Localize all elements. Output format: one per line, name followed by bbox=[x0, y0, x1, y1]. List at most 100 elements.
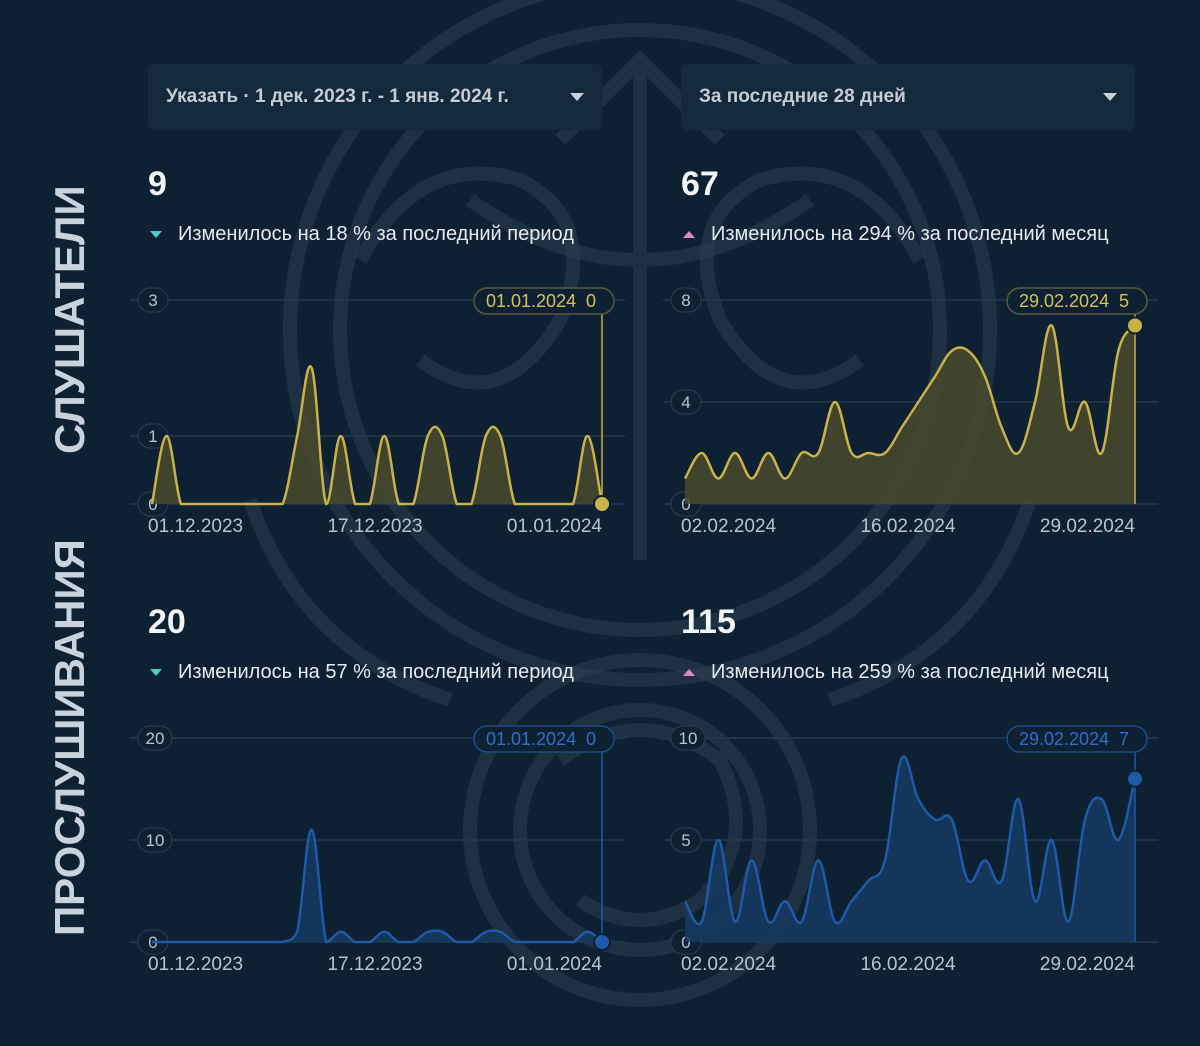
data-point[interactable] bbox=[338, 433, 344, 439]
data-point[interactable] bbox=[1065, 919, 1071, 925]
data-point[interactable] bbox=[396, 939, 402, 945]
data-point[interactable] bbox=[584, 433, 590, 439]
data-point[interactable] bbox=[732, 450, 738, 456]
data-point[interactable] bbox=[1015, 796, 1021, 802]
data-point[interactable] bbox=[815, 857, 821, 863]
date-range-select[interactable]: Указать · 1 дек. 2023 г. - 1 янв. 2024 г… bbox=[148, 64, 602, 130]
data-point[interactable] bbox=[699, 919, 705, 925]
data-point[interactable] bbox=[555, 939, 561, 945]
data-point[interactable] bbox=[236, 501, 242, 507]
data-point[interactable] bbox=[765, 919, 771, 925]
data-point[interactable] bbox=[497, 929, 503, 935]
data-point[interactable] bbox=[799, 450, 805, 456]
data-point[interactable] bbox=[865, 450, 871, 456]
data-point[interactable] bbox=[832, 919, 838, 925]
data-point[interactable] bbox=[965, 348, 971, 354]
data-point[interactable] bbox=[280, 939, 286, 945]
data-point[interactable] bbox=[982, 374, 988, 380]
data-point[interactable] bbox=[1065, 425, 1071, 431]
data-point[interactable] bbox=[1049, 323, 1055, 329]
data-point[interactable] bbox=[439, 433, 445, 439]
data-point[interactable] bbox=[682, 476, 688, 482]
data-point[interactable] bbox=[207, 939, 213, 945]
data-point[interactable] bbox=[541, 501, 547, 507]
data-point[interactable] bbox=[570, 939, 576, 945]
data-point[interactable] bbox=[149, 939, 155, 945]
data-point[interactable] bbox=[682, 898, 688, 904]
data-point[interactable] bbox=[222, 501, 228, 507]
chart-listeners-feb[interactable]: 0 4 8 29.02.2024 5 02.02.2024 16.02.2024 29.02.… bbox=[663, 280, 1163, 550]
data-point[interactable] bbox=[982, 857, 988, 863]
data-point[interactable] bbox=[865, 878, 871, 884]
data-point[interactable] bbox=[541, 939, 547, 945]
data-point[interactable] bbox=[815, 450, 821, 456]
chart-streams-dec[interactable]: 0 10 20 01.01.2024 0 01.12.2023 17.12.2023 01.0… bbox=[130, 718, 630, 988]
period-select[interactable]: За последние 28 дней bbox=[681, 64, 1135, 130]
data-point[interactable] bbox=[1049, 837, 1055, 843]
data-point[interactable] bbox=[799, 919, 805, 925]
data-point[interactable] bbox=[849, 898, 855, 904]
data-point[interactable] bbox=[425, 433, 431, 439]
data-point[interactable] bbox=[367, 501, 373, 507]
data-point[interactable] bbox=[381, 929, 387, 935]
data-point[interactable] bbox=[309, 365, 315, 371]
data-point[interactable] bbox=[236, 939, 242, 945]
data-point[interactable] bbox=[999, 425, 1005, 431]
data-point[interactable] bbox=[899, 425, 905, 431]
data-point[interactable] bbox=[715, 837, 721, 843]
data-point[interactable] bbox=[1082, 399, 1088, 405]
data-point[interactable] bbox=[749, 476, 755, 482]
data-point[interactable] bbox=[715, 476, 721, 482]
data-point[interactable] bbox=[352, 501, 358, 507]
data-point[interactable] bbox=[1082, 817, 1088, 823]
chart-streams-feb[interactable]: 0 5 10 29.02.2024 7 02.02.2024 16.02.2024 29.02… bbox=[663, 718, 1163, 988]
data-point[interactable] bbox=[584, 929, 590, 935]
data-point[interactable] bbox=[410, 501, 416, 507]
data-point[interactable] bbox=[1099, 796, 1105, 802]
data-point[interactable] bbox=[932, 817, 938, 823]
data-point[interactable] bbox=[265, 501, 271, 507]
data-point[interactable] bbox=[882, 450, 888, 456]
data-point[interactable] bbox=[526, 939, 532, 945]
data-point[interactable] bbox=[222, 939, 228, 945]
data-point[interactable] bbox=[1099, 450, 1105, 456]
data-point[interactable] bbox=[1015, 450, 1021, 456]
data-point[interactable] bbox=[1115, 837, 1121, 843]
data-point[interactable] bbox=[309, 827, 315, 833]
data-point[interactable] bbox=[732, 919, 738, 925]
data-point[interactable] bbox=[570, 501, 576, 507]
data-point[interactable] bbox=[439, 929, 445, 935]
data-point[interactable] bbox=[749, 857, 755, 863]
data-point[interactable] bbox=[512, 501, 518, 507]
data-point[interactable] bbox=[497, 433, 503, 439]
data-point[interactable] bbox=[468, 939, 474, 945]
data-point[interactable] bbox=[454, 501, 460, 507]
data-point[interactable] bbox=[965, 878, 971, 884]
data-point[interactable] bbox=[949, 348, 955, 354]
data-point[interactable] bbox=[251, 939, 257, 945]
data-point[interactable] bbox=[832, 399, 838, 405]
data-point[interactable] bbox=[849, 450, 855, 456]
data-point[interactable] bbox=[323, 939, 329, 945]
data-point[interactable] bbox=[932, 374, 938, 380]
data-point[interactable] bbox=[526, 501, 532, 507]
data-point[interactable] bbox=[193, 501, 199, 507]
data-point[interactable] bbox=[280, 501, 286, 507]
data-point[interactable] bbox=[178, 939, 184, 945]
data-point[interactable] bbox=[338, 929, 344, 935]
data-point[interactable] bbox=[251, 501, 257, 507]
data-point[interactable] bbox=[265, 939, 271, 945]
data-point[interactable] bbox=[512, 939, 518, 945]
data-point[interactable] bbox=[352, 939, 358, 945]
data-point[interactable] bbox=[294, 433, 300, 439]
data-point[interactable] bbox=[178, 501, 184, 507]
data-point[interactable] bbox=[410, 939, 416, 945]
data-point[interactable] bbox=[454, 939, 460, 945]
data-point[interactable] bbox=[483, 929, 489, 935]
data-point[interactable] bbox=[999, 878, 1005, 884]
data-point[interactable] bbox=[555, 501, 561, 507]
data-point[interactable] bbox=[882, 857, 888, 863]
data-point[interactable] bbox=[164, 433, 170, 439]
data-point[interactable] bbox=[782, 476, 788, 482]
chart-listeners-dec[interactable]: 0 1 3 01.01.2024 0 01.12.2023 17.12.2023 01.01.… bbox=[130, 280, 630, 550]
